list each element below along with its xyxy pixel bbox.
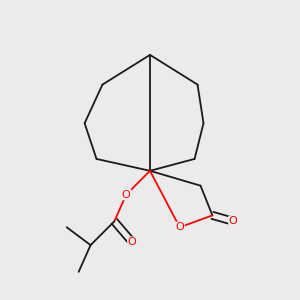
- Text: O: O: [122, 190, 130, 200]
- Text: O: O: [229, 216, 238, 226]
- Text: O: O: [128, 237, 136, 247]
- Text: O: O: [175, 222, 184, 232]
